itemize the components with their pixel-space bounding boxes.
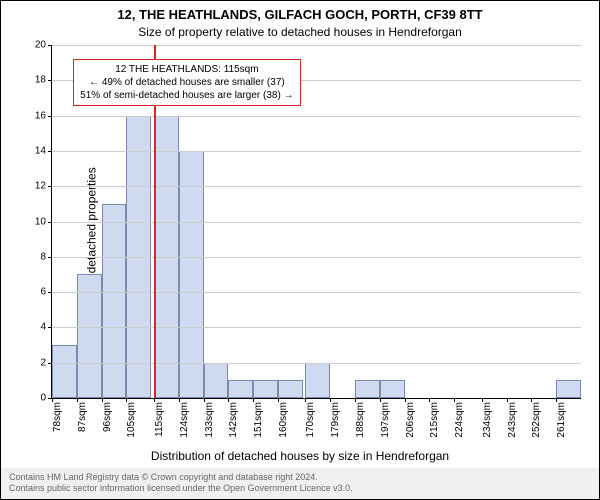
x-tick-label: 188sqm: [355, 402, 366, 438]
y-tick-label: 20: [35, 40, 46, 51]
gridline: [52, 45, 581, 46]
y-tick-label: 0: [40, 393, 46, 404]
x-tick-label: 115sqm: [154, 402, 165, 437]
y-tick-label: 14: [35, 145, 46, 156]
y-tick-mark: [48, 186, 52, 187]
x-tick-label: 151sqm: [253, 402, 264, 438]
histogram-bar: [102, 204, 127, 398]
histogram-bar: [52, 345, 77, 398]
footer-line1: Contains HM Land Registry data © Crown c…: [9, 472, 591, 484]
y-tick-label: 10: [35, 216, 46, 227]
annotation-line2: ← 49% of detached houses are smaller (37…: [80, 76, 293, 89]
x-tick-label: 215sqm: [429, 402, 440, 438]
x-tick-label: 133sqm: [204, 402, 215, 438]
histogram-bar: [253, 380, 278, 398]
gridline: [52, 363, 581, 364]
histogram-bar: [556, 380, 581, 398]
x-tick-label: 224sqm: [454, 402, 465, 438]
y-tick-mark: [48, 363, 52, 364]
x-tick-label: 179sqm: [330, 402, 341, 438]
x-tick-label: 142sqm: [228, 402, 239, 438]
gridline: [52, 327, 581, 328]
x-tick-label: 160sqm: [278, 402, 289, 438]
x-tick-label: 234sqm: [482, 402, 493, 438]
y-tick-mark: [48, 151, 52, 152]
x-tick-label: 243sqm: [507, 402, 518, 438]
histogram-bar: [355, 380, 380, 398]
y-tick-label: 8: [40, 251, 46, 262]
chart-container: 12, THE HEATHLANDS, GILFACH GOCH, PORTH,…: [0, 0, 600, 500]
histogram-bar: [380, 380, 405, 398]
x-tick-label: 87sqm: [77, 402, 88, 432]
gridline: [52, 116, 581, 117]
gridline: [52, 186, 581, 187]
annotation-line1: 12 THE HEATHLANDS: 115sqm: [80, 63, 293, 76]
y-tick-label: 2: [40, 357, 46, 368]
x-tick-label: 105sqm: [126, 402, 137, 438]
chart-subtitle: Size of property relative to detached ho…: [1, 25, 599, 39]
x-tick-label: 96sqm: [102, 402, 113, 432]
chart-title: 12, THE HEATHLANDS, GILFACH GOCH, PORTH,…: [1, 7, 599, 22]
x-tick-label: 197sqm: [380, 402, 391, 438]
y-tick-label: 4: [40, 322, 46, 333]
y-tick-label: 12: [35, 181, 46, 192]
footer: Contains HM Land Registry data © Crown c…: [1, 468, 599, 499]
x-tick-label: 252sqm: [531, 402, 542, 438]
gridline: [52, 151, 581, 152]
histogram-bar: [228, 380, 253, 398]
y-tick-mark: [48, 80, 52, 81]
y-tick-mark: [48, 257, 52, 258]
plot-area: 02468101214161820 78sqm87sqm96sqm105sqm1…: [51, 45, 581, 399]
y-tick-mark: [48, 327, 52, 328]
x-axis-label: Distribution of detached houses by size …: [1, 449, 599, 463]
histogram-bar: [278, 380, 303, 398]
y-tick-mark: [48, 292, 52, 293]
histogram-bar: [305, 363, 330, 398]
x-tick-label: 261sqm: [556, 402, 567, 438]
x-tick-label: 170sqm: [305, 402, 316, 438]
gridline: [52, 222, 581, 223]
x-tick-label: 78sqm: [52, 402, 63, 432]
annotation-line3: 51% of semi-detached houses are larger (…: [80, 89, 293, 102]
histogram-bar: [204, 363, 229, 398]
y-tick-mark: [48, 116, 52, 117]
footer-line2: Contains public sector information licen…: [9, 483, 591, 495]
histogram-bar: [179, 151, 204, 398]
gridline: [52, 292, 581, 293]
y-tick-label: 16: [35, 110, 46, 121]
x-tick-label: 124sqm: [179, 402, 190, 438]
y-tick-label: 6: [40, 287, 46, 298]
y-tick-mark: [48, 222, 52, 223]
gridline: [52, 257, 581, 258]
y-tick-label: 18: [35, 75, 46, 86]
x-tick-label: 206sqm: [405, 402, 416, 438]
y-tick-mark: [48, 45, 52, 46]
annotation-box: 12 THE HEATHLANDS: 115sqm ← 49% of detac…: [73, 59, 300, 106]
